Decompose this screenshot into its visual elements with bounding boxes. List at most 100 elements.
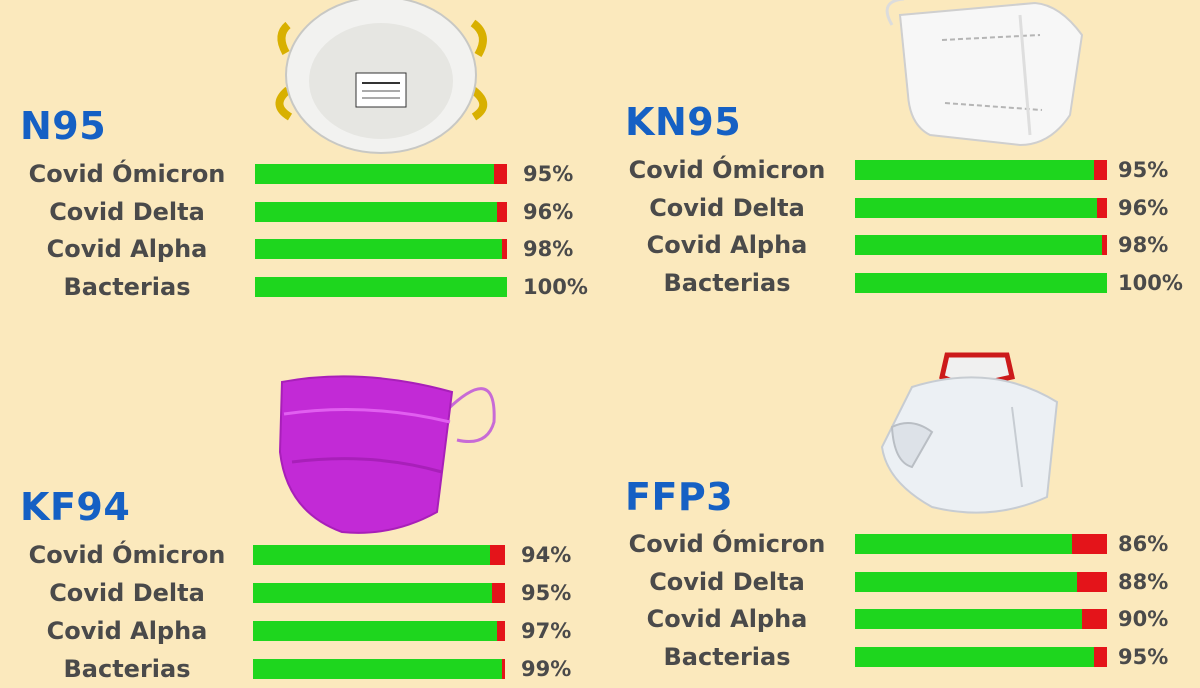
bar-fill — [855, 235, 1102, 255]
bar-row: Bacterias 95% — [600, 638, 1200, 676]
bar-track — [255, 201, 507, 222]
bar-row: Covid Ómicron 86% — [600, 525, 1200, 563]
bar-track — [855, 534, 1107, 554]
category-label: Covid Ómicron — [2, 155, 252, 193]
value-label: 100% — [523, 274, 588, 299]
bar-track — [253, 583, 505, 603]
bar-track — [855, 571, 1107, 592]
panel-kn95: KN95 Covid Ómicron 95% Covid Delta 96% Covid… — [600, 0, 1200, 337]
mask-title-ffp3: FFP3 — [625, 475, 734, 519]
category-label-text: Covid Alpha — [646, 605, 808, 633]
bar-fill — [855, 272, 1107, 293]
panel-n95: N95 Covid Ómicron 95% Covid Delta 96% Covid … — [0, 0, 600, 337]
bar-fill — [855, 197, 1097, 218]
bar-row: Covid Alpha 98% — [600, 226, 1200, 264]
bar-track — [255, 239, 507, 259]
n95-mask-icon — [275, 0, 488, 154]
bar-track — [253, 621, 505, 641]
category-label-text: Covid Delta — [49, 579, 205, 607]
bar-row: Covid Ómicron 94% — [0, 536, 600, 574]
category-label-text: Bacterias — [663, 642, 791, 671]
bar-track — [255, 276, 507, 297]
category-label: Covid Alpha — [602, 226, 852, 264]
category-label-text: Covid Delta — [49, 197, 205, 226]
bar-row: Covid Alpha 97% — [0, 612, 600, 650]
bar-fill — [253, 545, 490, 565]
bar-row: Covid Ómicron 95% — [0, 155, 600, 193]
category-label-text: Covid Alpha — [646, 231, 808, 259]
value-label: 86% — [1118, 532, 1169, 556]
bar-row: Bacterias 99% — [0, 650, 600, 688]
category-label-text: Covid Ómicron — [28, 541, 226, 569]
value-label: 95% — [523, 162, 574, 186]
value-label: 98% — [523, 237, 574, 261]
value-label: 98% — [1118, 233, 1169, 257]
bar-fill — [855, 534, 1072, 554]
category-label-text: Covid Ómicron — [628, 530, 826, 558]
value-label: 88% — [1118, 569, 1169, 594]
bar-fill — [255, 276, 507, 297]
category-label-text: Covid Delta — [649, 567, 805, 596]
bar-row: Covid Delta 96% — [0, 193, 600, 231]
bar-fill — [855, 609, 1082, 629]
category-label: Bacterias — [602, 638, 852, 676]
category-label-text: Bacterias — [63, 655, 191, 683]
panel-ffp3: FFP3 Covid Ómicron 86% Covid Delta 88% Covid… — [600, 337, 1200, 674]
panel-kf94: KF94 Covid Ómicron 94% Covid Delta 95% Covid… — [0, 337, 600, 683]
value-label: 97% — [521, 619, 572, 643]
value-label: 95% — [521, 581, 572, 605]
category-label-text: Bacterias — [663, 268, 791, 297]
value-label: 96% — [523, 199, 574, 224]
bar-fill — [255, 201, 497, 222]
value-label: 95% — [1118, 158, 1169, 182]
category-label-text: Covid Alpha — [46, 617, 208, 645]
category-label-text: Covid Ómicron — [628, 156, 826, 184]
bar-fill — [253, 659, 503, 679]
category-label: Bacterias — [2, 268, 252, 306]
category-label: Covid Alpha — [2, 230, 252, 268]
category-label-text: Covid Ómicron — [28, 160, 226, 188]
category-label: Covid Ómicron — [602, 151, 852, 189]
value-label: 94% — [521, 543, 572, 567]
category-label: Covid Delta — [602, 563, 852, 601]
bar-fill — [855, 571, 1077, 592]
category-label: Bacterias — [602, 264, 852, 302]
bar-fill — [255, 239, 502, 259]
mask-title-kn95: KN95 — [625, 100, 742, 144]
bar-track — [855, 272, 1107, 293]
mask-title-kf94: KF94 — [20, 485, 131, 529]
kn95-mask-icon — [885, 0, 1084, 147]
category-label: Covid Delta — [602, 189, 852, 227]
bar-track — [253, 659, 505, 679]
value-label: 100% — [1118, 270, 1183, 295]
bar-fill — [855, 646, 1095, 667]
value-label: 99% — [521, 657, 572, 681]
bar-track — [253, 545, 505, 565]
kf94-mask-icon — [278, 375, 496, 534]
bar-row: Bacterias 100% — [0, 268, 600, 306]
category-label-text: Covid Delta — [649, 193, 805, 222]
bar-row: Covid Ómicron 95% — [600, 151, 1200, 189]
bar-row: Covid Delta 88% — [600, 563, 1200, 601]
category-label-text: Covid Alpha — [46, 235, 208, 263]
bar-track — [855, 160, 1107, 180]
category-label: Covid Ómicron — [602, 525, 852, 563]
bar-row: Covid Delta 95% — [0, 574, 600, 612]
category-label: Covid Ómicron — [2, 536, 252, 574]
bar-fill — [253, 621, 498, 641]
bar-track — [855, 235, 1107, 255]
category-label: Covid Delta — [2, 574, 252, 612]
bar-row: Covid Alpha 98% — [0, 230, 600, 268]
bar-fill — [255, 164, 495, 184]
bar-track — [855, 197, 1107, 218]
bar-row: Covid Delta 96% — [600, 189, 1200, 227]
bar-row: Covid Alpha 90% — [600, 600, 1200, 638]
bar-track — [855, 646, 1107, 667]
ffp3-mask-icon — [880, 352, 1059, 514]
bar-row: Bacterias 100% — [600, 264, 1200, 302]
bar-fill — [253, 583, 493, 603]
bar-track — [855, 609, 1107, 629]
category-label: Covid Alpha — [602, 600, 852, 638]
bar-track — [255, 164, 507, 184]
value-label: 90% — [1118, 607, 1169, 631]
